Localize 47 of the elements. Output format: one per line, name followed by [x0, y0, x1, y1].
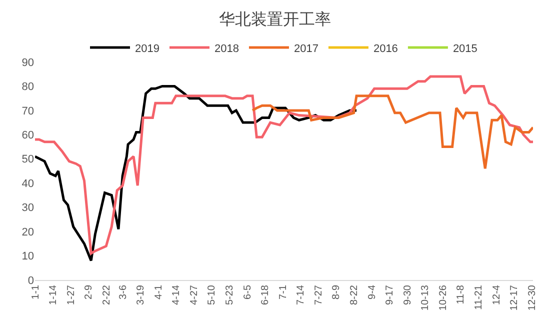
x-tick-label: 12-17	[509, 284, 520, 311]
x-tick-label: 11-8	[456, 284, 467, 304]
y-tick-label: 10	[22, 250, 34, 263]
x-tick-label: 5-23	[224, 284, 236, 306]
legend-label: 2017	[294, 42, 318, 55]
legend-label: 2016	[373, 42, 398, 55]
y-tick-label: 40	[22, 178, 34, 190]
x-tick-label: 1-1	[30, 284, 42, 300]
y-tick-label: 20	[22, 226, 34, 238]
x-tick-label: 8-22	[349, 284, 360, 306]
line-series	[251, 94, 533, 170]
y-tick-label: 80	[22, 81, 34, 94]
y-tick-label: 60	[22, 130, 34, 142]
x-tick-label: 11-21	[474, 284, 485, 310]
y-tick-label: 0	[28, 274, 34, 287]
x-tick-label: 3-19	[136, 284, 147, 306]
x-tick-label: 4-27	[188, 284, 200, 306]
x-tick-label: 5-10	[206, 284, 218, 306]
y-tick-label: 90	[22, 56, 34, 69]
y-tick-label: 70	[22, 105, 34, 118]
x-tick-label: 9-17	[384, 284, 396, 306]
x-tick-label: 10-13	[420, 284, 432, 311]
y-tick-label: 30	[22, 202, 34, 214]
x-tick-label: 1-14	[48, 284, 60, 306]
x-tick-label: 7-1	[278, 284, 289, 300]
x-tick-label: 8-9	[331, 284, 342, 300]
x-tick-label: 9-30	[402, 284, 414, 306]
x-tick-label: 2-22	[101, 284, 112, 306]
chart-title: 华北装置开工率	[219, 10, 331, 28]
legend-label: 2018	[214, 42, 239, 55]
x-tick-label: 9-4	[366, 284, 378, 300]
x-tick-label: 1-27	[66, 284, 77, 306]
x-tick-label: 10-26	[438, 284, 449, 311]
x-tick-label: 2-9	[84, 284, 95, 300]
x-tick-label: 6-18	[260, 284, 272, 306]
x-tick-label: 7-27	[313, 284, 324, 306]
legend-label: 2019	[135, 42, 160, 55]
line-series	[35, 75, 533, 255]
x-tick-label: 6-5	[242, 284, 254, 300]
x-tick-label: 12-30	[526, 284, 538, 311]
x-tick-label: 4-14	[171, 284, 182, 306]
x-tick-label: 7-14	[296, 284, 307, 306]
x-tick-label: 4-1	[153, 284, 164, 300]
y-tick-label: 50	[22, 154, 34, 166]
legend-label: 2015	[452, 42, 478, 55]
x-tick-label: 3-6	[118, 284, 129, 300]
x-tick-label: 12-4	[491, 284, 502, 306]
